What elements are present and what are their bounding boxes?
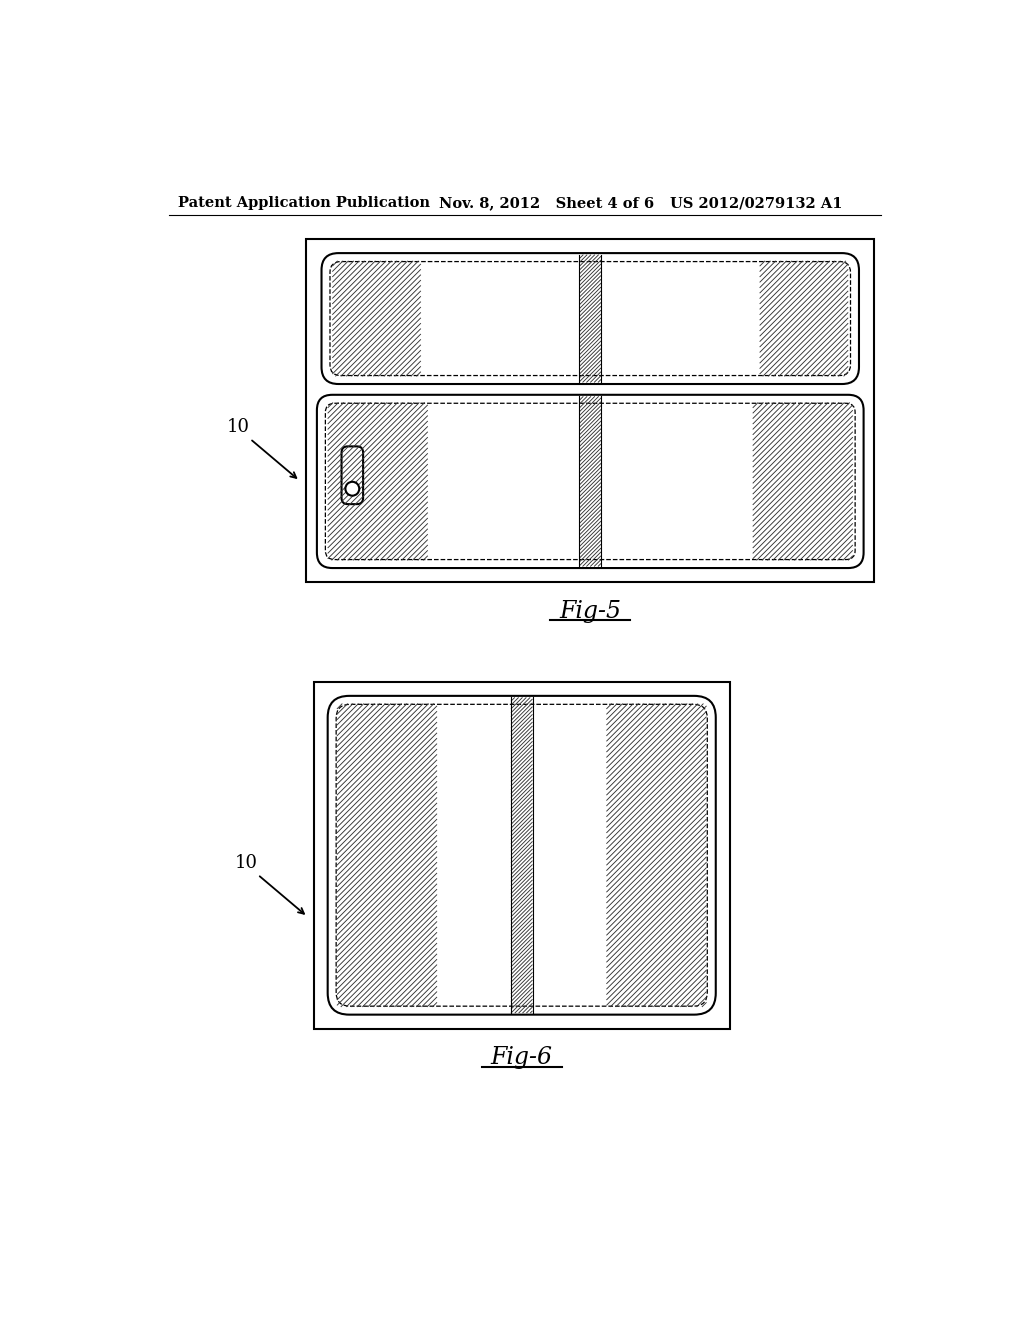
FancyBboxPatch shape xyxy=(328,696,716,1015)
Text: Nov. 8, 2012   Sheet 4 of 6: Nov. 8, 2012 Sheet 4 of 6 xyxy=(438,197,653,210)
Text: US 2012/0279132 A1: US 2012/0279132 A1 xyxy=(670,197,842,210)
Text: Fig-5: Fig-5 xyxy=(559,599,622,623)
Bar xyxy=(306,239,874,582)
Text: Fig-6: Fig-6 xyxy=(490,1047,553,1069)
Text: 10: 10 xyxy=(234,854,258,873)
Bar xyxy=(313,682,730,1028)
FancyBboxPatch shape xyxy=(342,446,364,504)
Circle shape xyxy=(345,482,359,495)
FancyBboxPatch shape xyxy=(316,395,863,568)
FancyBboxPatch shape xyxy=(322,253,859,384)
Text: 10: 10 xyxy=(227,418,250,436)
Text: Patent Application Publication: Patent Application Publication xyxy=(178,197,430,210)
